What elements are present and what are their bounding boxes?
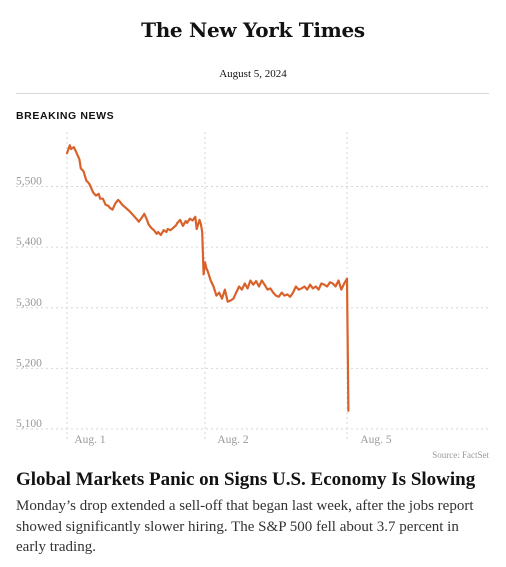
y-tick-label: 5,500 xyxy=(16,176,42,188)
x-axis-ticks: Aug. 1 Aug. 2 Aug. 5 xyxy=(74,434,392,446)
publication-date: August 5, 2024 xyxy=(219,68,287,80)
y-tick-label: 5,300 xyxy=(16,297,42,309)
masthead-logo[interactable]: The New York Times xyxy=(141,18,365,42)
y-tick-label: 5,100 xyxy=(16,418,42,430)
source-note: Source: FactSet xyxy=(432,450,489,460)
headline[interactable]: Global Markets Panic on Signs U.S. Econo… xyxy=(16,469,476,490)
series-line xyxy=(65,144,350,412)
y-tick-label: 5,200 xyxy=(16,357,42,369)
x-tick-label: Aug. 5 xyxy=(360,434,392,446)
breaking-news-label: BREAKING NEWS xyxy=(16,110,115,122)
header-divider xyxy=(16,93,489,94)
y-tick-label: 5,400 xyxy=(16,236,42,248)
y-axis-ticks: 5,100 5,200 5,300 5,400 5,500 xyxy=(16,176,42,430)
x-tick-label: Aug. 1 xyxy=(74,434,106,446)
chart-gridlines xyxy=(16,132,489,442)
article-summary: Monday’s drop extended a sell-off that b… xyxy=(16,498,474,555)
x-tick-label: Aug. 2 xyxy=(217,434,249,446)
